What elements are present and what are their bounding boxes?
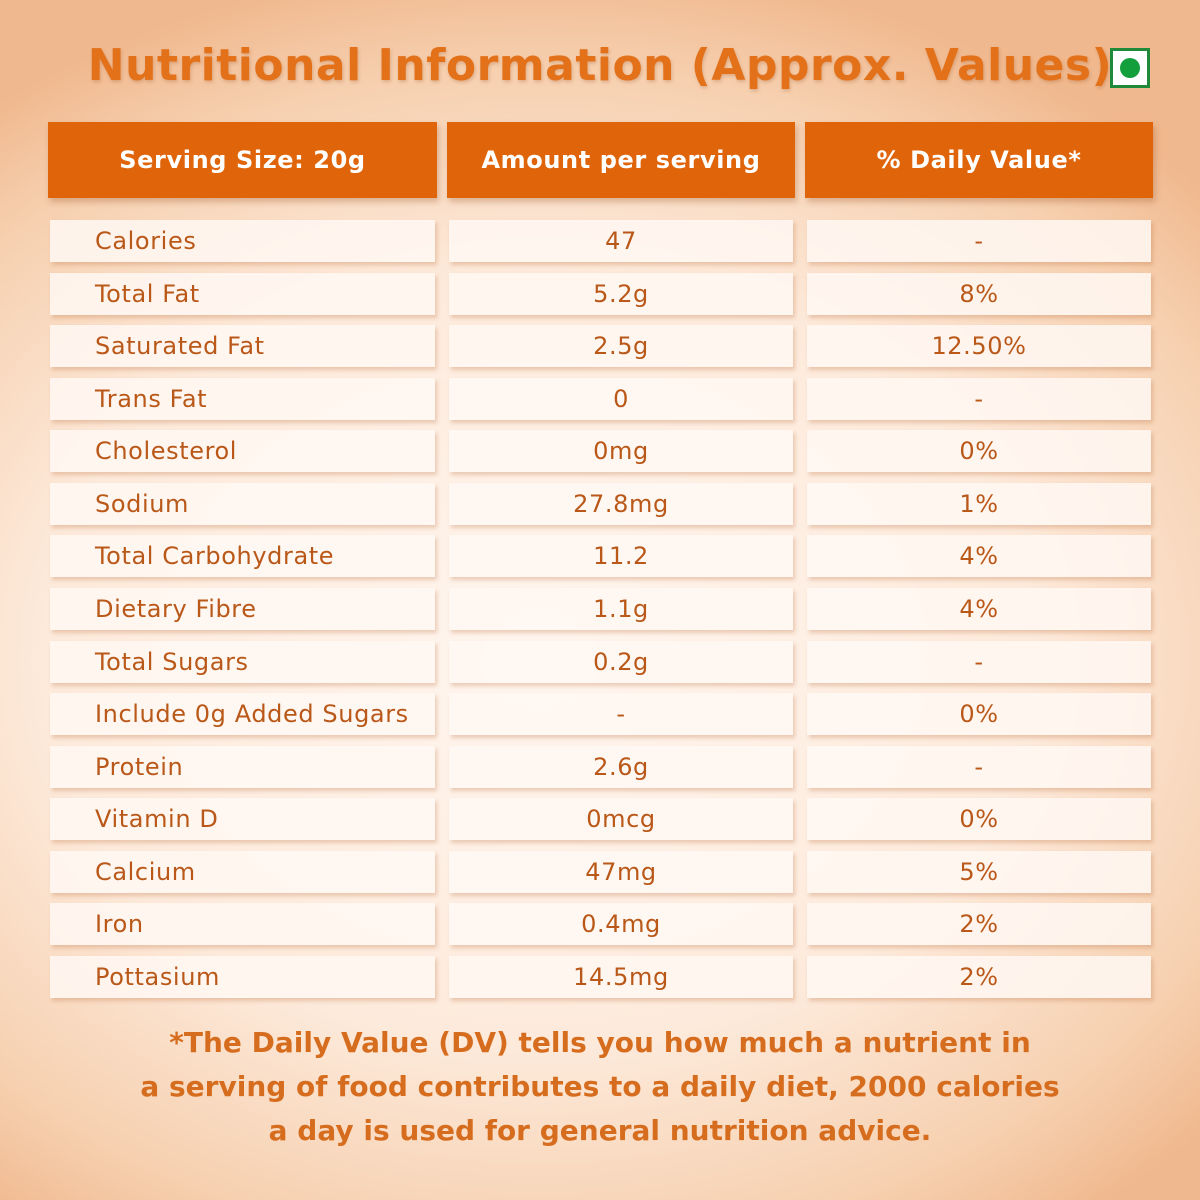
table-cell: Trans Fat xyxy=(50,377,435,420)
column-header: Amount per serving xyxy=(447,122,795,198)
table-cell: - xyxy=(449,693,793,736)
table-cell: 1% xyxy=(807,482,1151,525)
table-cell: Include 0g Added Sugars xyxy=(50,693,435,736)
title: Nutritional Information (Approx. Values) xyxy=(87,40,1113,91)
footnote-line: a day is used for general nutrition advi… xyxy=(268,1114,932,1147)
table-cell: 0.2g xyxy=(449,640,793,683)
table-cell: 2% xyxy=(807,956,1151,998)
table-cell: Saturated Fat xyxy=(50,325,435,368)
table-cell: Pottasium xyxy=(50,956,435,998)
table-cell: - xyxy=(807,220,1151,262)
table-cell: 27.8mg xyxy=(449,482,793,525)
table-cell: 0.4mg xyxy=(449,903,793,946)
table-cell: 47 xyxy=(449,220,793,262)
table-cell: 0% xyxy=(807,798,1151,841)
table-cell: 0% xyxy=(807,693,1151,736)
table-cell: 1.1g xyxy=(449,588,793,630)
table-cell: 2.5g xyxy=(449,325,793,368)
table-cell: 8% xyxy=(807,272,1151,315)
table-cell: Sodium xyxy=(50,482,435,525)
table-cell: 2% xyxy=(807,903,1151,946)
table-cell: - xyxy=(807,640,1151,683)
column-header: Serving Size: 20g xyxy=(48,122,437,198)
table-cell: 4% xyxy=(807,588,1151,630)
table-cell: 47mg xyxy=(449,850,793,893)
table-cell: - xyxy=(807,745,1151,788)
table-cell: 12.50% xyxy=(807,325,1151,368)
table-cell: Protein xyxy=(50,745,435,788)
table-cell: 0mcg xyxy=(449,798,793,841)
table-cell: Cholesterol xyxy=(50,430,435,473)
table-cell: 0 xyxy=(449,377,793,420)
column-header: % Daily Value* xyxy=(805,122,1153,198)
table-cell: Total Sugars xyxy=(50,640,435,683)
footnote-line: *The Daily Value (DV) tells you how much… xyxy=(169,1026,1031,1059)
table-cell: Calories xyxy=(50,220,435,262)
table-cell: 14.5mg xyxy=(449,956,793,998)
table-cell: Total Fat xyxy=(50,272,435,315)
footnote-line: a serving of food contributes to a daily… xyxy=(140,1070,1060,1103)
table-cell: 5.2g xyxy=(449,272,793,315)
table-cell: 11.2 xyxy=(449,535,793,578)
table-cell: Total Carbohydrate xyxy=(50,535,435,578)
table-cell: 4% xyxy=(807,535,1151,578)
table-cell: Iron xyxy=(50,903,435,946)
table-cell: 2.6g xyxy=(449,745,793,788)
table-cell: 0mg xyxy=(449,430,793,473)
table-cell: 5% xyxy=(807,850,1151,893)
table-cell: Dietary Fibre xyxy=(50,588,435,630)
veg-icon xyxy=(1110,48,1150,88)
table-cell: Calcium xyxy=(50,850,435,893)
table-cell: 0% xyxy=(807,430,1151,473)
table-cell: - xyxy=(807,377,1151,420)
table-cell: Vitamin D xyxy=(50,798,435,841)
